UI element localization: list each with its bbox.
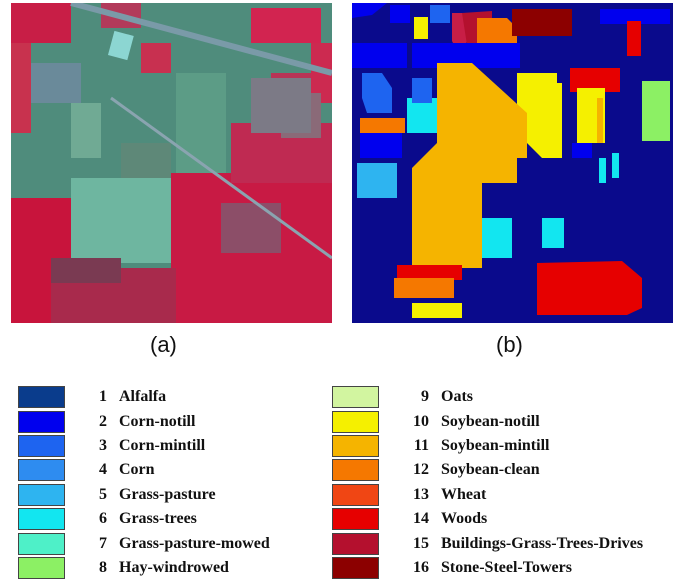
legend-number: 3	[99, 436, 107, 454]
legend-swatch	[18, 508, 65, 531]
legend-number: 7	[99, 534, 107, 552]
legend-swatch	[332, 459, 379, 482]
legend-swatch	[18, 434, 65, 457]
legend-left: 1 Alfalfa 2 Corn-notill 3 Corn-mintill 4…	[18, 385, 270, 580]
legend-swatch	[332, 386, 379, 409]
legend-item: 4 Corn	[18, 458, 270, 482]
legend-label: Hay-windrowed	[119, 558, 229, 576]
legend-item: 11 Soybean-mintill	[332, 434, 643, 458]
ground-truth-drawing	[352, 3, 673, 323]
legend-number: 1	[99, 388, 107, 406]
caption-a: (a)	[150, 332, 177, 357]
legend-swatch	[18, 532, 65, 555]
legend-swatch	[332, 434, 379, 457]
legend-item: 13 Wheat	[332, 483, 643, 507]
legend-item: 7 Grass-pasture-mowed	[18, 531, 270, 555]
legend-item: 14 Woods	[332, 507, 643, 531]
legend-swatch	[332, 483, 379, 506]
legend-number: 16	[413, 558, 429, 576]
legend-label: Grass-pasture-mowed	[119, 534, 270, 552]
false-color-image-drawing	[11, 3, 332, 323]
false-color-image	[11, 3, 332, 323]
legend-item: 3 Corn-mintill	[18, 434, 270, 458]
legend-swatch	[332, 410, 379, 433]
legend-label: Wheat	[441, 485, 487, 503]
legend-item: 6 Grass-trees	[18, 507, 270, 531]
legend-number: 10	[413, 412, 429, 430]
legend-number: 2	[99, 412, 107, 430]
legend-label: Corn	[119, 461, 155, 479]
legend-right: 9 Oats 10 Soybean-notill 11 Soybean-mint…	[332, 385, 643, 580]
legend-item: 15 Buildings-Grass-Trees-Drives	[332, 531, 643, 555]
legend-number: 12	[413, 461, 429, 479]
legend-number: 5	[99, 485, 107, 503]
legend-number: 11	[413, 436, 429, 454]
legend-item: 12 Soybean-clean	[332, 458, 643, 482]
legend-swatch	[18, 386, 65, 409]
legend-swatch	[18, 459, 65, 482]
legend-number: 15	[413, 534, 429, 552]
legend-label: Corn-mintill	[119, 436, 206, 454]
legend-swatch	[332, 556, 379, 579]
legend-label: Buildings-Grass-Trees-Drives	[441, 534, 644, 552]
legend-number: 8	[99, 558, 107, 576]
legend-label: Alfalfa	[119, 388, 167, 406]
legend-item: 9 Oats	[332, 385, 643, 409]
legend-number: 9	[421, 388, 429, 406]
legend-swatch	[332, 532, 379, 555]
legend-item: 10 Soybean-notill	[332, 409, 643, 433]
legend-label: Corn-notill	[119, 412, 196, 430]
legend-number: 6	[99, 510, 107, 528]
legend-label: Stone-Steel-Towers	[441, 558, 572, 576]
legend-label: Oats	[441, 388, 473, 406]
legend-swatch	[18, 410, 65, 433]
legend-item: 2 Corn-notill	[18, 409, 270, 433]
legend-swatch	[18, 556, 65, 579]
caption-b: (b)	[496, 332, 523, 357]
ground-truth-map	[352, 3, 673, 323]
legend-label: Soybean-notill	[441, 412, 540, 430]
legend-swatch	[18, 483, 65, 506]
legend-label: Woods	[441, 510, 488, 528]
legend-number: 4	[99, 461, 107, 479]
legend-label: Grass-pasture	[119, 485, 216, 503]
legend-number: 14	[413, 510, 429, 528]
legend-item: 5 Grass-pasture	[18, 483, 270, 507]
legend-number: 13	[413, 485, 429, 503]
legend-item: 1 Alfalfa	[18, 385, 270, 409]
legend-label: Soybean-mintill	[441, 436, 550, 454]
legend-label: Grass-trees	[119, 510, 197, 528]
legend-item: 16 Stone-Steel-Towers	[332, 556, 643, 580]
legend-item: 8 Hay-windrowed	[18, 556, 270, 580]
legend-label: Soybean-clean	[441, 461, 540, 479]
legend-swatch	[332, 508, 379, 531]
